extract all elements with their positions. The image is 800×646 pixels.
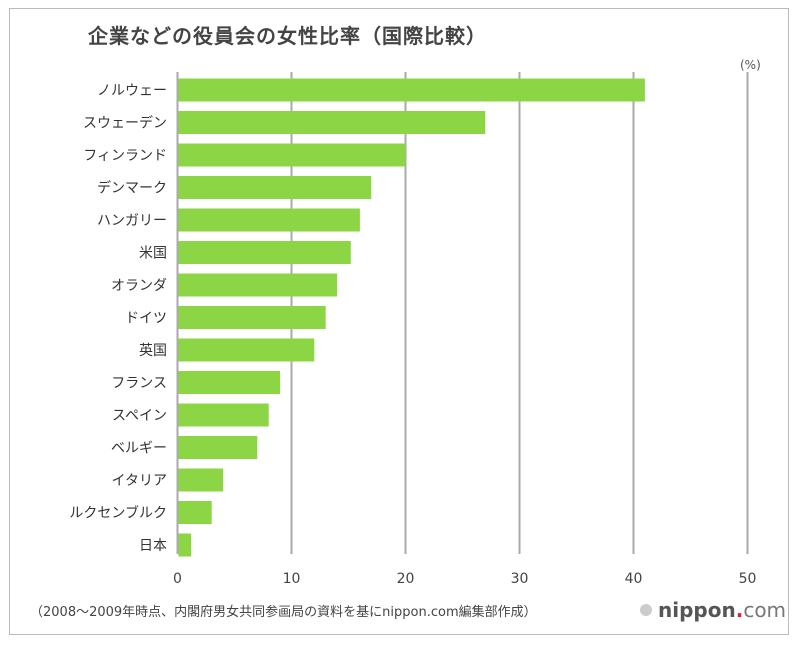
- nippon-logo: nippon.com: [640, 598, 786, 622]
- x-tick-label: 50: [739, 571, 757, 587]
- bar: [178, 501, 212, 524]
- category-label: ベルギー: [111, 441, 167, 457]
- logo-com: com: [743, 598, 787, 622]
- category-label: 英国: [139, 342, 167, 359]
- category-label: ハンガリー: [97, 213, 167, 229]
- category-label: ルクセンブルク: [69, 505, 167, 522]
- bar: [178, 371, 281, 394]
- bar: [178, 403, 269, 427]
- bar: [178, 338, 315, 362]
- bar: [178, 273, 338, 297]
- x-tick-label: 30: [511, 571, 529, 587]
- chart-title: 企業などの役員会の女性比率（国際比較）: [88, 24, 487, 48]
- x-tick-label: 20: [397, 571, 415, 587]
- bar: [178, 111, 486, 134]
- bar: [178, 241, 351, 264]
- bar: [178, 306, 326, 329]
- category-label: オランダ: [111, 278, 167, 294]
- category-label: フランス: [111, 376, 167, 392]
- bar: [178, 143, 406, 167]
- bar: [178, 436, 258, 459]
- bar: [178, 533, 192, 557]
- category-label: スペイン: [112, 408, 167, 424]
- bar: [178, 176, 372, 199]
- category-label: デンマーク: [97, 180, 167, 197]
- category-label: 米国: [139, 246, 167, 262]
- category-label: フィンランド: [83, 148, 167, 164]
- logo-dot: .: [735, 598, 744, 622]
- category-label: ドイツ: [125, 311, 167, 327]
- bar: [178, 468, 224, 492]
- category-label: 日本: [139, 538, 167, 554]
- category-label: イタリア: [112, 473, 167, 489]
- x-tick-label: 0: [173, 571, 182, 587]
- source-note: （2008〜2009年時点、内閣府男女共同参画局の資料を基にnippon.com…: [30, 605, 537, 620]
- category-label: ノルウェー: [97, 83, 167, 99]
- x-tick-label: 10: [283, 571, 301, 587]
- unit-label: (%): [740, 58, 761, 72]
- logo-main: nippon: [658, 598, 736, 622]
- category-label: スウェーデン: [83, 115, 167, 132]
- bar: [178, 208, 360, 232]
- chart-frame: [9, 8, 789, 635]
- logo-mark-icon: [640, 604, 652, 616]
- bar: [178, 78, 645, 102]
- x-tick-label: 40: [625, 571, 643, 587]
